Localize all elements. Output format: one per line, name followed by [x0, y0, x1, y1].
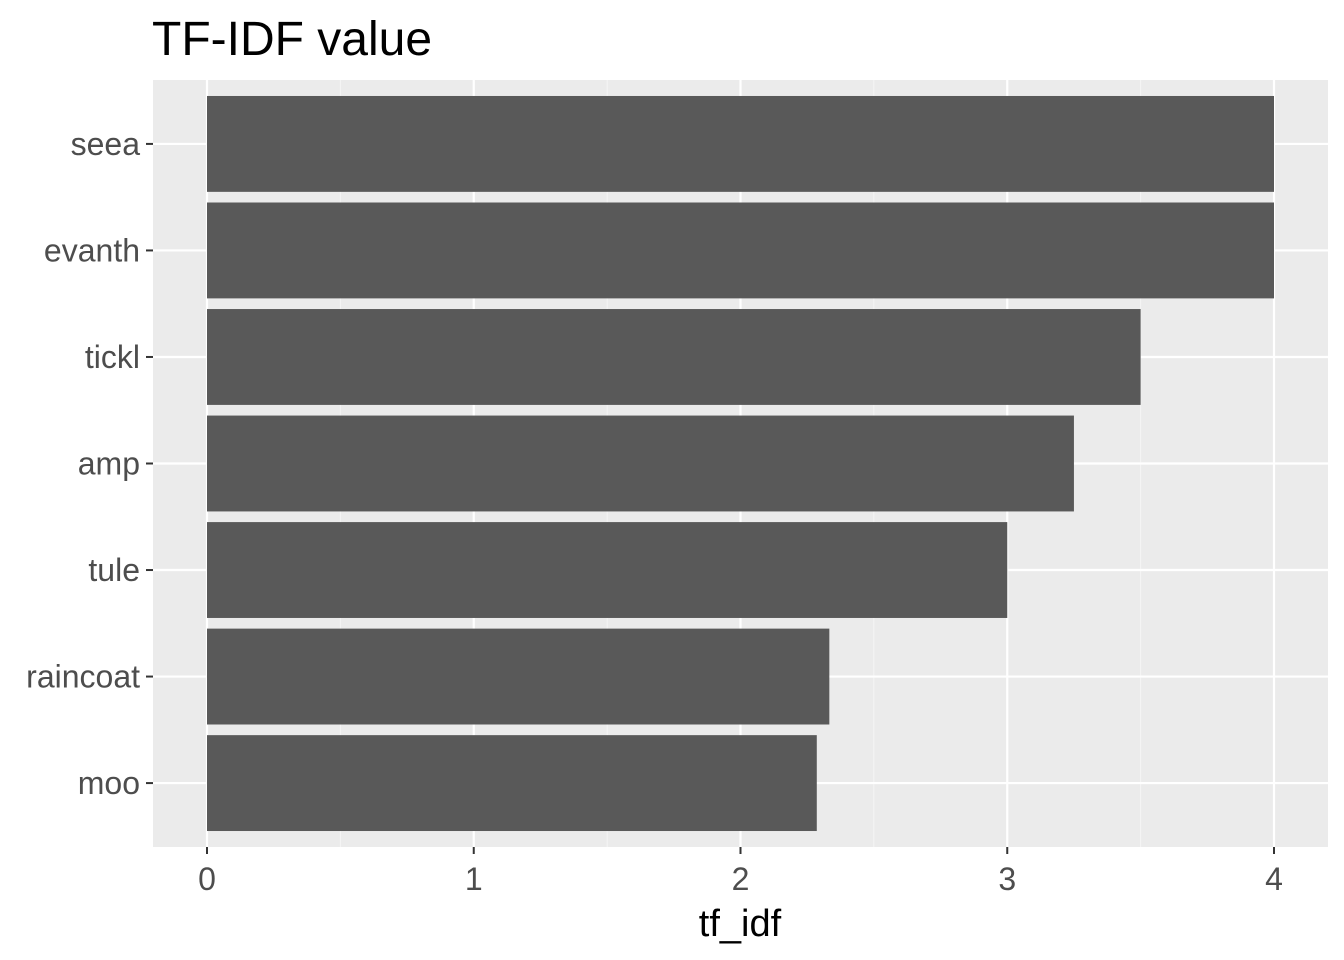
- chart-title: TF-IDF value: [152, 13, 432, 66]
- bars: [207, 95, 1274, 832]
- y-tick-label: amp: [78, 446, 140, 482]
- y-tick-label: tickl: [85, 339, 140, 375]
- x-axis: 0 1 2 3 4: [198, 847, 1283, 897]
- bar-seea: [207, 95, 1274, 192]
- bar-evanth: [207, 202, 1274, 299]
- x-axis-title: tf_idf: [699, 903, 782, 945]
- x-tick-label: 4: [1265, 861, 1283, 897]
- bar-tickl: [207, 309, 1141, 405]
- bar-moo: [207, 735, 817, 832]
- y-tick-label: tule: [88, 552, 140, 588]
- y-tick-label: seea: [71, 126, 141, 162]
- y-tick-label: evanth: [44, 232, 140, 268]
- bar-raincoat: [207, 628, 830, 725]
- bar-amp: [207, 415, 1074, 512]
- x-tick-label: 3: [998, 861, 1016, 897]
- y-axis: seea evanth tickl amp tule raincoat moo: [26, 126, 153, 801]
- x-tick-label: 2: [732, 861, 750, 897]
- bar-tule: [207, 522, 1008, 618]
- x-tick-label: 1: [465, 861, 483, 897]
- y-tick-label: raincoat: [26, 659, 140, 695]
- x-tick-label: 0: [198, 861, 216, 897]
- y-tick-label: moo: [78, 765, 140, 801]
